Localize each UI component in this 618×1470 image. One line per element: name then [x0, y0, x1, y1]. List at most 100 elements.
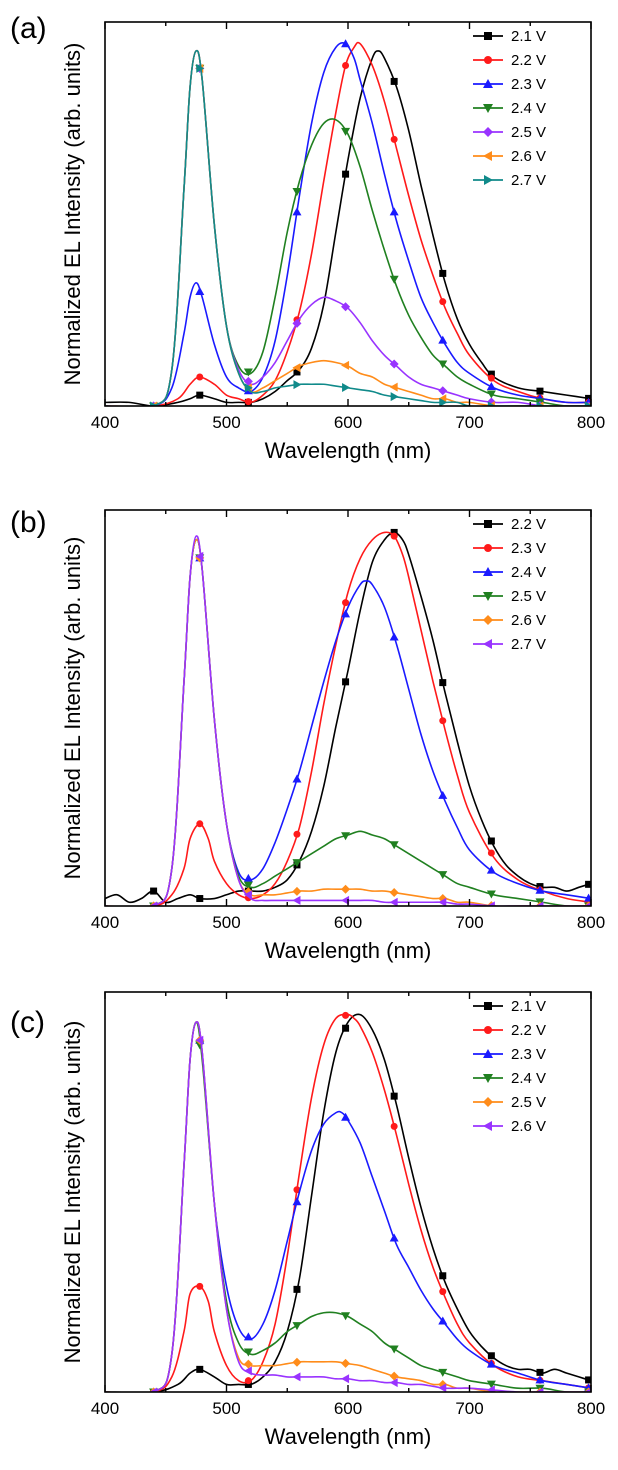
data-point: [487, 849, 495, 857]
legend-label: 2.1 V: [511, 998, 546, 1015]
series-line-2-7V: [105, 49, 591, 406]
legend-marker: [483, 592, 493, 601]
data-point: [438, 790, 448, 799]
data-point: [486, 381, 496, 390]
plot-area: [105, 1011, 591, 1392]
data-point: [389, 207, 399, 216]
data-point: [439, 1272, 447, 1280]
legend-label: 2.6 V: [511, 148, 546, 165]
data-point: [243, 1359, 253, 1369]
data-point: [535, 901, 544, 906]
data-point: [195, 551, 204, 561]
data-point: [292, 774, 302, 783]
x-tick-label: 700: [455, 1399, 483, 1418]
data-point: [585, 401, 591, 406]
data-point: [341, 884, 351, 894]
series-line-2-3V: [105, 42, 591, 406]
x-tick-label: 400: [91, 1399, 119, 1418]
data-point: [149, 901, 158, 906]
data-point: [292, 188, 302, 197]
chart-panel-2: (c) 400 500 600 700 800 Wavelength (nm) Normali…: [10, 991, 605, 1449]
legend-label: 2.5 V: [511, 588, 546, 605]
data-point: [585, 394, 591, 402]
data-point: [535, 1375, 545, 1384]
legend-label: 2.6 V: [511, 612, 546, 629]
data-point: [342, 61, 350, 69]
data-point: [292, 207, 302, 216]
data-point: [389, 382, 398, 392]
data-point: [341, 1112, 351, 1121]
data-point: [244, 1380, 252, 1388]
legend-marker: [483, 1049, 493, 1058]
data-point: [243, 376, 253, 386]
x-tick-label: 600: [334, 1399, 362, 1418]
x-tick-label: 600: [334, 413, 362, 432]
data-point: [438, 386, 448, 396]
data-point: [196, 820, 204, 828]
legend-marker: [483, 79, 493, 88]
data-point: [389, 632, 399, 641]
x-axis-title: Wavelength (nm): [265, 938, 432, 963]
legend-marker: [483, 151, 492, 161]
data-point: [390, 135, 398, 143]
data-point: [342, 1024, 350, 1032]
data-point: [487, 1352, 495, 1360]
data-point: [536, 401, 545, 406]
data-point: [584, 1388, 591, 1392]
legend-marker: [483, 104, 493, 113]
data-point: [486, 865, 496, 874]
legend-label: 2.3 V: [511, 540, 546, 557]
series-line-2-3V: [105, 531, 591, 906]
panel-label: (b): [10, 506, 47, 539]
data-point: [486, 1359, 496, 1368]
data-point: [439, 269, 447, 277]
y-axis-title: Normalized EL Intensity (arb. units): [60, 537, 85, 880]
data-point: [243, 890, 252, 900]
legend-label: 2.4 V: [511, 564, 546, 581]
data-point: [342, 383, 351, 393]
data-point: [390, 1122, 398, 1130]
legend-marker: [484, 544, 492, 552]
data-point: [244, 398, 252, 406]
data-point: [293, 1285, 301, 1293]
data-point: [341, 39, 351, 48]
data-point: [584, 893, 591, 902]
data-point: [244, 1377, 252, 1385]
x-tick-label: 800: [577, 413, 605, 432]
data-point: [389, 897, 398, 906]
legend-marker: [484, 1026, 492, 1034]
legend-marker: [483, 1074, 493, 1083]
data-point: [150, 401, 159, 406]
data-point: [292, 886, 302, 896]
data-point: [438, 335, 448, 344]
x-tick-label: 400: [91, 913, 119, 932]
x-tick-label: 500: [212, 913, 240, 932]
data-point: [292, 1322, 302, 1331]
legend: 2.2 V 2.3 V 2.4 V 2.5 V 2.6 V 2.7 V: [473, 516, 546, 653]
x-tick-label: 400: [91, 413, 119, 432]
data-point: [243, 1366, 252, 1376]
data-point: [149, 1387, 158, 1392]
legend-marker: [484, 56, 492, 64]
x-axis-title: Wavelength (nm): [265, 1424, 432, 1449]
data-point: [293, 368, 301, 376]
legend-marker: [484, 175, 493, 185]
data-point: [438, 1383, 447, 1392]
data-point: [342, 599, 350, 607]
data-point: [487, 374, 495, 382]
data-point: [536, 1368, 544, 1376]
data-point: [243, 1348, 253, 1357]
y-axis-title: Normalized EL Intensity (arb. units): [60, 1021, 85, 1364]
plot-area: [105, 528, 591, 906]
data-point: [196, 373, 204, 381]
data-point: [341, 360, 350, 370]
data-point: [292, 859, 302, 868]
data-point: [585, 880, 591, 888]
panel-label: (a): [10, 12, 47, 45]
data-point: [438, 360, 448, 369]
data-point: [439, 298, 447, 306]
legend-label: 2.6 V: [511, 1118, 546, 1135]
legend-label: 2.3 V: [511, 76, 546, 93]
legend-label: 2.7 V: [511, 172, 546, 189]
